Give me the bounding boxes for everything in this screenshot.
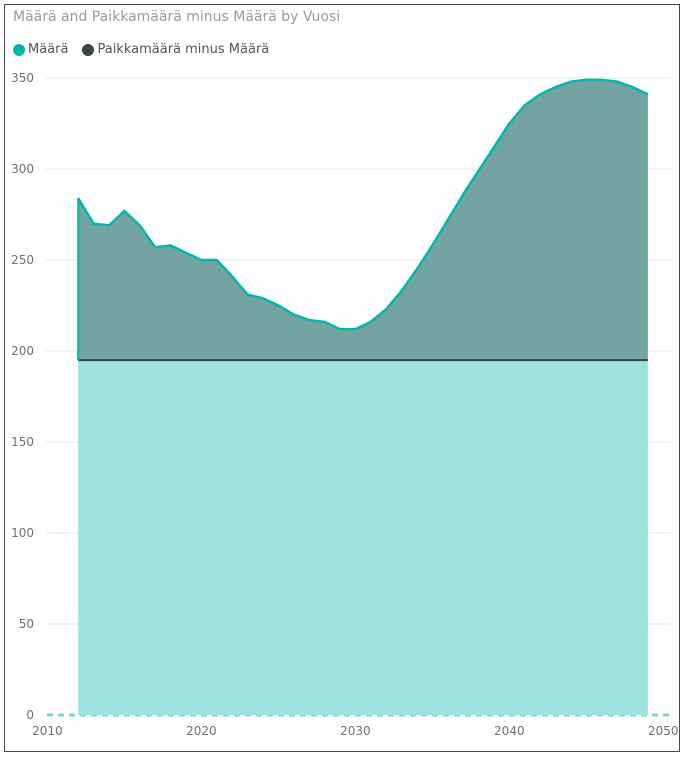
chart-title: Määrä and Paikkamäärä minus Määrä by Vuo… <box>13 9 341 25</box>
x-axis-ticks: 2010 2020 2030 2040 2050 <box>32 724 678 738</box>
x-tick-label-2020: 2020 <box>186 724 217 738</box>
y-tick-label-150: 150 <box>11 435 34 449</box>
legend-label-maara: Määrä <box>28 42 69 57</box>
x-tick-label-2040: 2040 <box>494 724 525 738</box>
y-tick-label-350: 350 <box>11 71 34 85</box>
y-tick-label-250: 250 <box>11 253 34 267</box>
y-tick-label-200: 200 <box>11 344 34 358</box>
y-tick-label-300: 300 <box>11 162 34 176</box>
x-tick-label-2010: 2010 <box>32 724 63 738</box>
y-tick-label-100: 100 <box>11 526 34 540</box>
series-lines <box>77 78 649 362</box>
y-tick-label-0: 0 <box>26 708 34 722</box>
legend-swatch-maara <box>13 43 25 56</box>
x-tick-label-2050: 2050 <box>648 724 679 738</box>
legend-label-paikkamaara-minus-maara: Paikkamäärä minus Määrä <box>97 42 270 57</box>
y-axis-ticks: 0 50 100 150 200 250 300 350 <box>11 71 34 722</box>
legend: Määrä Paikkamäärä minus Määrä <box>13 42 283 57</box>
series-areas <box>78 79 648 715</box>
legend-item-paikkamaara-minus-maara[interactable]: Paikkamäärä minus Määrä <box>82 42 269 57</box>
area-paikkamaara-minus-maara[interactable] <box>78 79 648 361</box>
legend-swatch-paikkamaara-minus-maara <box>82 43 95 56</box>
legend-item-maara[interactable]: Määrä <box>13 42 68 57</box>
x-tick-label-2030: 2030 <box>340 724 371 738</box>
y-tick-label-50: 50 <box>19 617 34 631</box>
area-maara[interactable] <box>78 360 648 715</box>
line-paikkamaara-top <box>77 78 649 331</box>
